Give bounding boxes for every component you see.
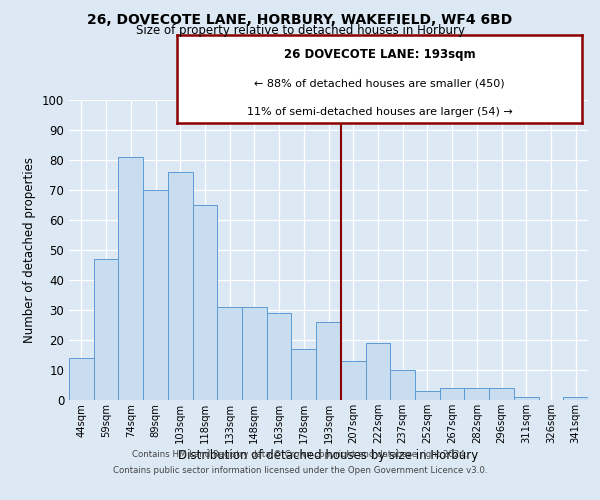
Bar (292, 349, 316, 400)
Y-axis label: Number of detached properties: Number of detached properties (23, 157, 37, 343)
Text: Contains HM Land Registry data © Crown copyright and database right 2024.: Contains HM Land Registry data © Crown c… (132, 450, 468, 459)
Bar (440, 388, 464, 400)
Bar (341, 361, 365, 400)
Bar (94, 259, 118, 400)
Bar (563, 397, 588, 400)
Text: ← 88% of detached houses are smaller (450): ← 88% of detached houses are smaller (45… (254, 78, 505, 88)
Bar (168, 172, 193, 400)
Bar (365, 343, 390, 400)
Bar (217, 307, 242, 400)
Bar (69, 358, 94, 400)
Bar (267, 313, 292, 400)
Bar (118, 157, 143, 400)
Text: 26, DOVECOTE LANE, HORBURY, WAKEFIELD, WF4 6BD: 26, DOVECOTE LANE, HORBURY, WAKEFIELD, W… (88, 12, 512, 26)
Text: Contains public sector information licensed under the Open Government Licence v3: Contains public sector information licen… (113, 466, 487, 475)
Bar (390, 370, 415, 400)
X-axis label: Distribution of detached houses by size in Horbury: Distribution of detached houses by size … (178, 448, 479, 462)
Bar (193, 205, 217, 400)
Bar (489, 388, 514, 400)
Text: 11% of semi-detached houses are larger (54) →: 11% of semi-detached houses are larger (… (247, 107, 512, 117)
Bar (143, 190, 168, 400)
Bar (464, 388, 489, 400)
Text: 26 DOVECOTE LANE: 193sqm: 26 DOVECOTE LANE: 193sqm (284, 48, 475, 61)
Bar (316, 322, 341, 400)
Bar (415, 391, 440, 400)
Bar (514, 397, 539, 400)
Bar (242, 307, 267, 400)
Text: Size of property relative to detached houses in Horbury: Size of property relative to detached ho… (136, 24, 464, 37)
